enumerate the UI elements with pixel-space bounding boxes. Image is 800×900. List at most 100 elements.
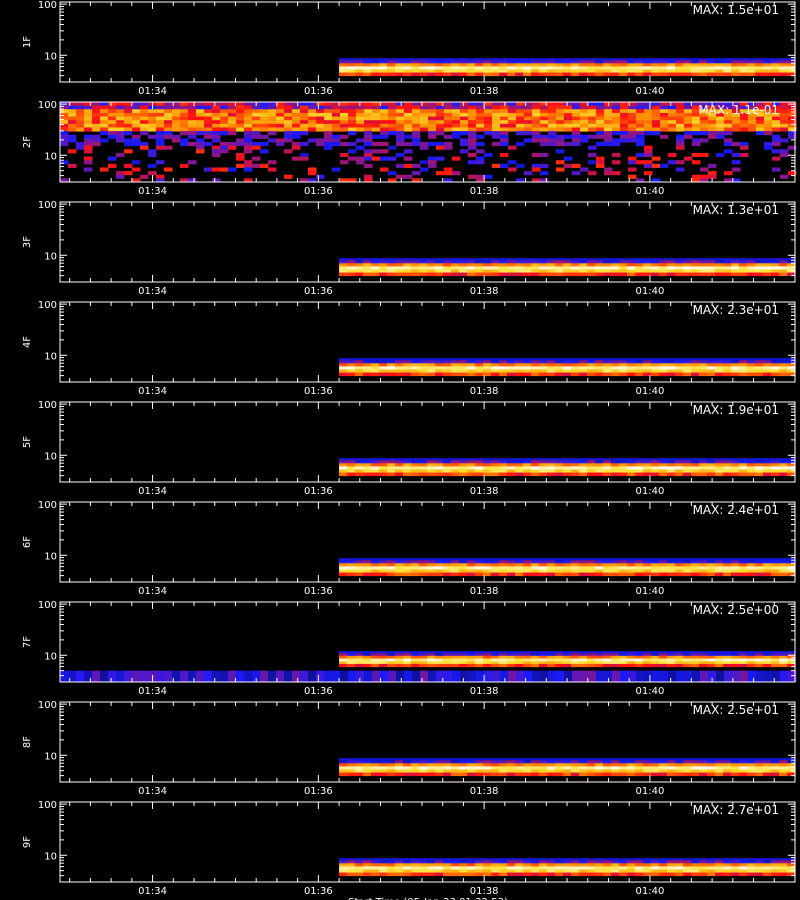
heatmap-cell	[739, 763, 748, 767]
heatmap-cell	[787, 363, 796, 367]
heatmap-cell	[763, 66, 772, 70]
heatmap-cell	[747, 469, 756, 474]
heatmap-cell	[332, 167, 341, 172]
heatmap-cell	[547, 872, 556, 877]
heatmap-cell	[740, 105, 749, 110]
heatmap-cell	[715, 63, 724, 67]
heatmap-cell	[588, 105, 597, 110]
heatmap-cell	[148, 123, 157, 128]
heatmap-cell	[379, 653, 388, 657]
heatmap-cell	[579, 869, 588, 874]
heatmap-cell	[724, 178, 733, 183]
heatmap-cell	[364, 105, 373, 110]
heatmap-cell	[419, 463, 428, 467]
heatmap-cell	[348, 116, 357, 121]
heatmap-cell	[364, 134, 373, 139]
heatmap-cell	[715, 69, 724, 74]
heatmap-cell	[595, 263, 604, 267]
heatmap-cell	[716, 670, 725, 682]
heatmap-cell	[68, 109, 77, 114]
heatmap-cell	[372, 102, 381, 107]
heatmap-cell	[723, 658, 732, 662]
heatmap-cell	[611, 372, 620, 377]
heatmap-cell	[516, 127, 525, 132]
heatmap-cell	[731, 658, 740, 662]
heatmap-cell	[667, 860, 676, 864]
heatmap-cell	[372, 112, 381, 118]
heatmap-cell	[619, 661, 628, 665]
heatmap-cell	[595, 369, 604, 374]
heatmap-cell	[172, 123, 181, 128]
heatmap-cell	[403, 372, 412, 377]
heatmap-cell	[403, 460, 412, 464]
heatmap-cell	[284, 120, 293, 125]
heatmap-cell	[612, 102, 621, 107]
heatmap-cell	[419, 363, 428, 367]
heatmap-cell	[755, 863, 764, 867]
heatmap-cell	[68, 134, 77, 139]
heatmap-cell	[427, 269, 436, 274]
heatmap-cell	[411, 872, 420, 877]
heatmap-cell	[515, 560, 524, 564]
heatmap-cell	[260, 120, 269, 125]
heatmap-cell	[204, 167, 213, 172]
heatmap-cell	[779, 566, 788, 570]
heatmap-cell	[683, 366, 692, 370]
heatmap-cell	[508, 160, 517, 165]
heatmap-cell	[339, 366, 348, 370]
heatmap-cell	[124, 149, 133, 154]
heatmap-cell	[691, 658, 700, 662]
heatmap-cell	[787, 263, 796, 267]
heatmap-cell	[587, 463, 596, 467]
heatmap-cell	[363, 469, 372, 474]
heatmap-cell	[723, 60, 732, 64]
heatmap-cell	[651, 566, 660, 570]
heatmap-cell	[204, 102, 213, 107]
heatmap-cell	[763, 372, 772, 377]
heatmap-cell	[699, 863, 708, 867]
heatmap-cell	[747, 466, 756, 470]
heatmap-cell	[764, 145, 773, 150]
heatmap-cell	[467, 860, 476, 864]
heatmap-cell	[667, 60, 676, 64]
heatmap-cell	[571, 69, 580, 74]
heatmap-cell	[499, 360, 508, 364]
heatmap-cell	[276, 109, 285, 114]
heatmap-cell	[651, 869, 660, 874]
heatmap-cell	[100, 109, 109, 114]
heatmap-cell	[156, 123, 165, 128]
heatmap-cell	[244, 149, 253, 154]
heatmap-cell	[771, 866, 780, 870]
heatmap-cell	[499, 66, 508, 70]
heatmap-cell	[595, 69, 604, 74]
heatmap-cell	[723, 653, 732, 657]
heatmap-cell	[699, 72, 708, 77]
heatmap-cell	[603, 472, 612, 477]
heatmap-cell	[459, 569, 468, 574]
heatmap-cell	[451, 363, 460, 367]
heatmap-cell	[667, 766, 676, 770]
heatmap-cell	[76, 109, 85, 114]
heatmap-cell	[435, 563, 444, 567]
heatmap-cell	[580, 105, 589, 110]
heatmap-cell	[771, 569, 780, 574]
band-edge	[339, 858, 795, 861]
heatmap-cell	[523, 372, 532, 377]
heatmap-cell	[92, 120, 101, 125]
heatmap-cell	[491, 66, 500, 70]
heatmap-cell	[436, 109, 445, 114]
heatmap-cell	[252, 163, 261, 168]
heatmap-cell	[355, 769, 364, 774]
heatmap-cell	[627, 72, 636, 77]
heatmap-cell	[500, 670, 509, 682]
heatmap-cell	[755, 763, 764, 767]
heatmap-cell	[539, 653, 548, 657]
heatmap-cell	[84, 127, 93, 132]
heatmap-cell	[348, 102, 357, 107]
heatmap-cell	[164, 116, 173, 121]
heatmap-cell	[483, 866, 492, 870]
x-tick-label: 01:36	[304, 386, 333, 397]
heatmap-cell	[643, 566, 652, 570]
heatmap-cell	[347, 569, 356, 574]
heatmap-cell	[427, 766, 436, 770]
